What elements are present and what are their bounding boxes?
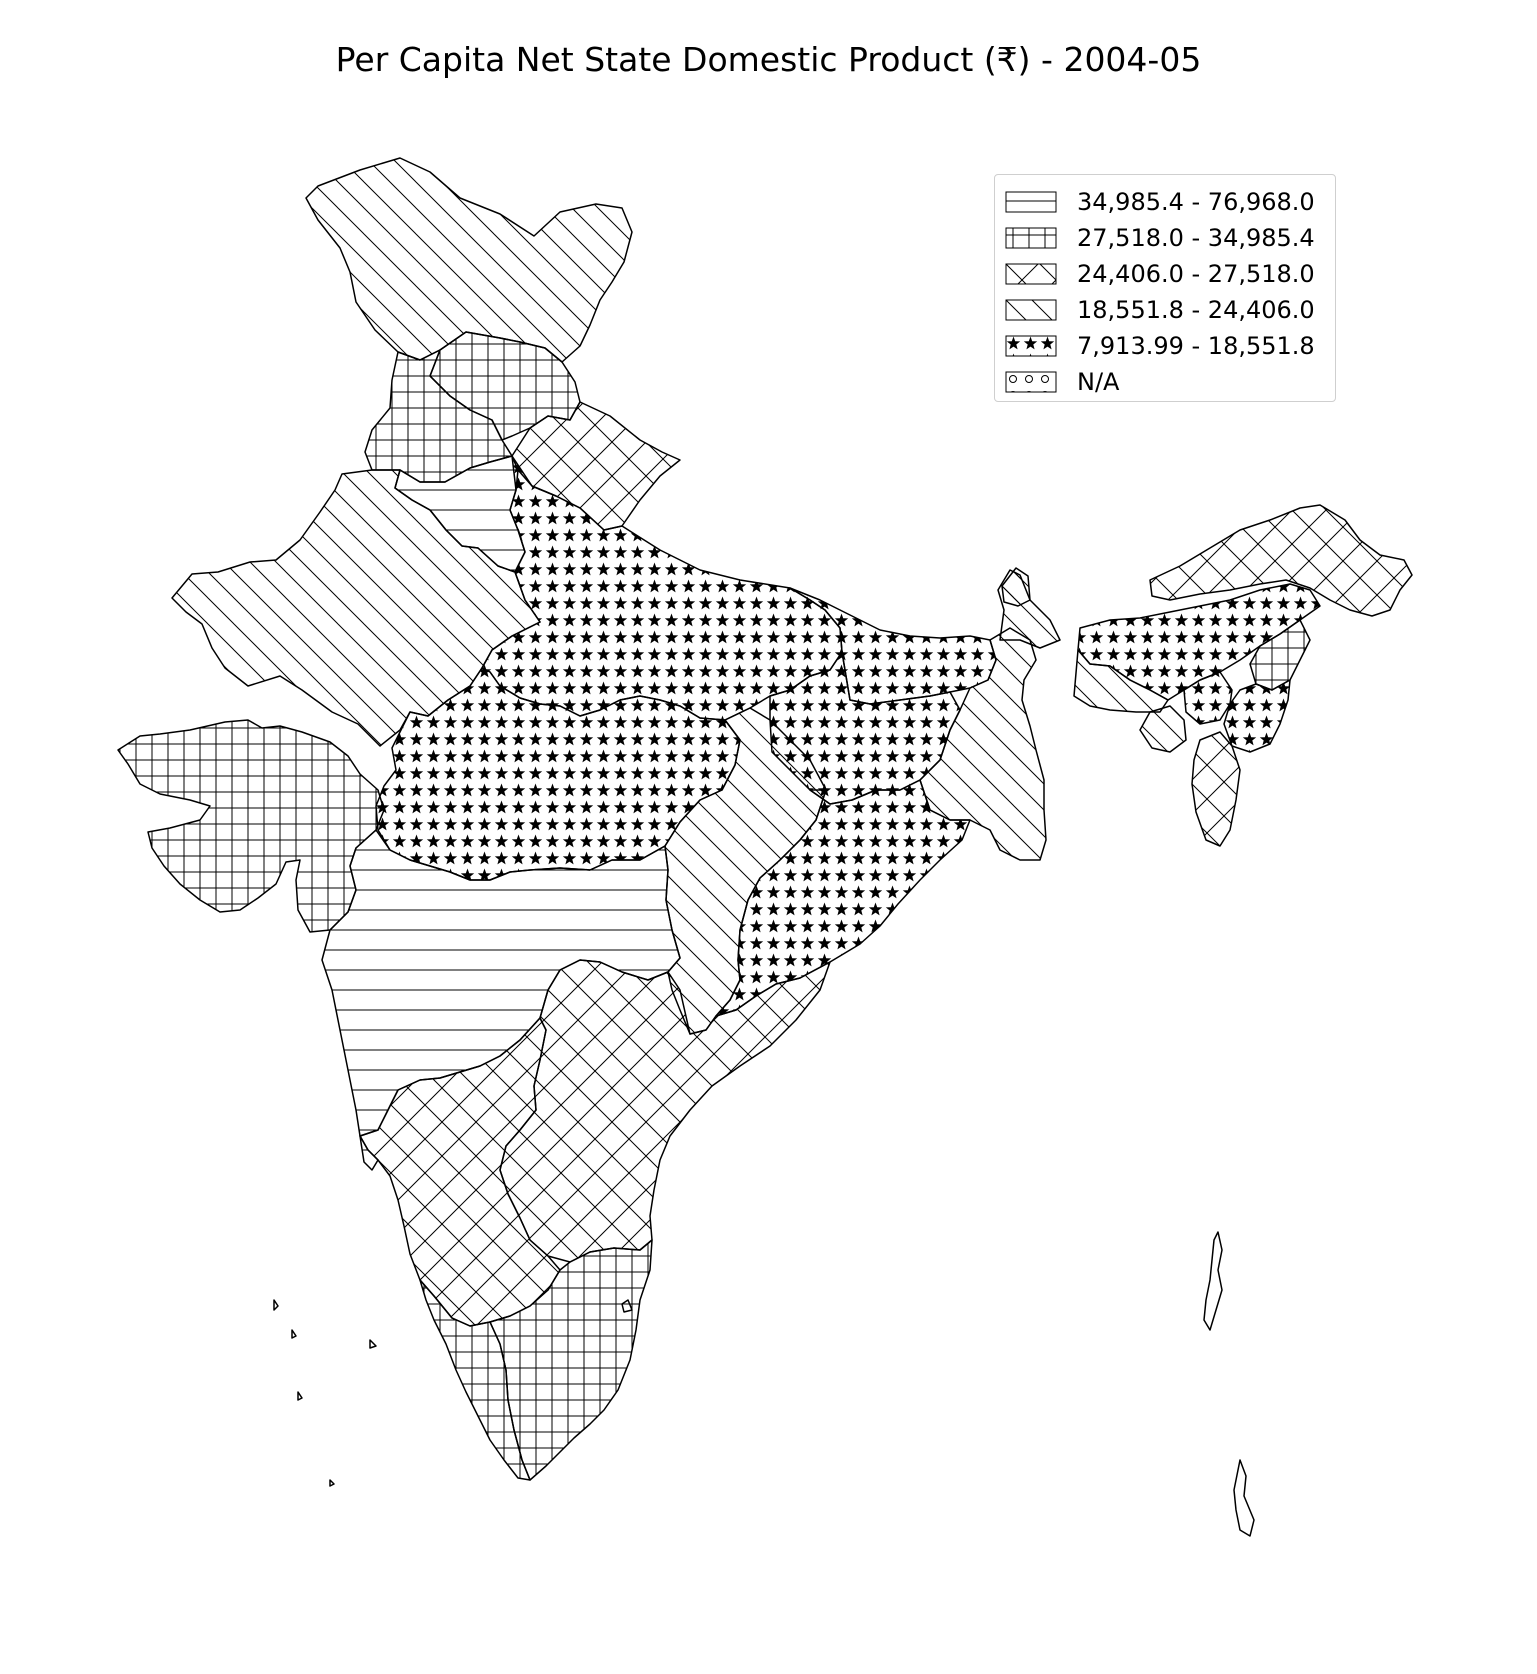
- legend-swatch-diagonal: [1005, 299, 1057, 321]
- legend-swatch-crosshatch: [1005, 263, 1057, 285]
- region-jammu-kashmir: [305, 157, 633, 363]
- legend-item: 24,406.0 - 27,518.0: [1005, 259, 1315, 289]
- region-andhra-pradesh: [499, 959, 831, 1263]
- region-tamil-nadu: [489, 1239, 653, 1481]
- region-nagaland: [1249, 619, 1311, 691]
- legend-swatch-circles: [1005, 371, 1057, 393]
- region-manipur: [1223, 679, 1291, 753]
- region-assam-south: [1139, 705, 1187, 753]
- region-mizoram: [1191, 731, 1241, 847]
- legend-label: 24,406.0 - 27,518.0: [1077, 260, 1315, 288]
- region-karnataka: [359, 1017, 561, 1327]
- legend-item: 7,913.99 - 18,551.8: [1005, 331, 1315, 361]
- region-arunachal-pradesh: [1149, 504, 1413, 617]
- legend-swatch-horizontal: [1005, 191, 1057, 213]
- map-legend: 34,985.4 - 76,968.0 27,518.0 - 34,985.4 …: [994, 174, 1336, 402]
- legend-label: 34,985.4 - 76,968.0: [1077, 188, 1315, 216]
- region-sikkim: [1001, 567, 1031, 607]
- region-uttar-pradesh: [481, 455, 843, 721]
- region-lakshadweep: [273, 1299, 377, 1487]
- legend-swatch-stars: [1005, 335, 1057, 357]
- legend-label: 18,551.8 - 24,406.0: [1077, 296, 1315, 324]
- legend-item: 18,551.8 - 24,406.0: [1005, 295, 1315, 325]
- legend-label: 7,913.99 - 18,551.8: [1077, 332, 1315, 360]
- legend-label: N/A: [1077, 368, 1120, 396]
- region-goa: [359, 1135, 379, 1171]
- region-gujarat: [117, 719, 385, 933]
- legend-item: N/A: [1005, 367, 1119, 397]
- region-tripura: [1183, 671, 1233, 725]
- legend-label: 27,518.0 - 34,985.4: [1077, 224, 1315, 252]
- region-meghalaya: [1073, 649, 1169, 713]
- legend-swatch-grid: [1005, 227, 1057, 249]
- region-andaman-nicobar: [1203, 1231, 1223, 1331]
- region-nicobar-islands: [1233, 1459, 1255, 1537]
- legend-item: 27,518.0 - 34,985.4: [1005, 223, 1315, 253]
- region-puducherry: [621, 1299, 633, 1313]
- legend-item: 34,985.4 - 76,968.0: [1005, 187, 1315, 217]
- map-title: Per Capita Net State Domestic Product (₹…: [335, 40, 1202, 79]
